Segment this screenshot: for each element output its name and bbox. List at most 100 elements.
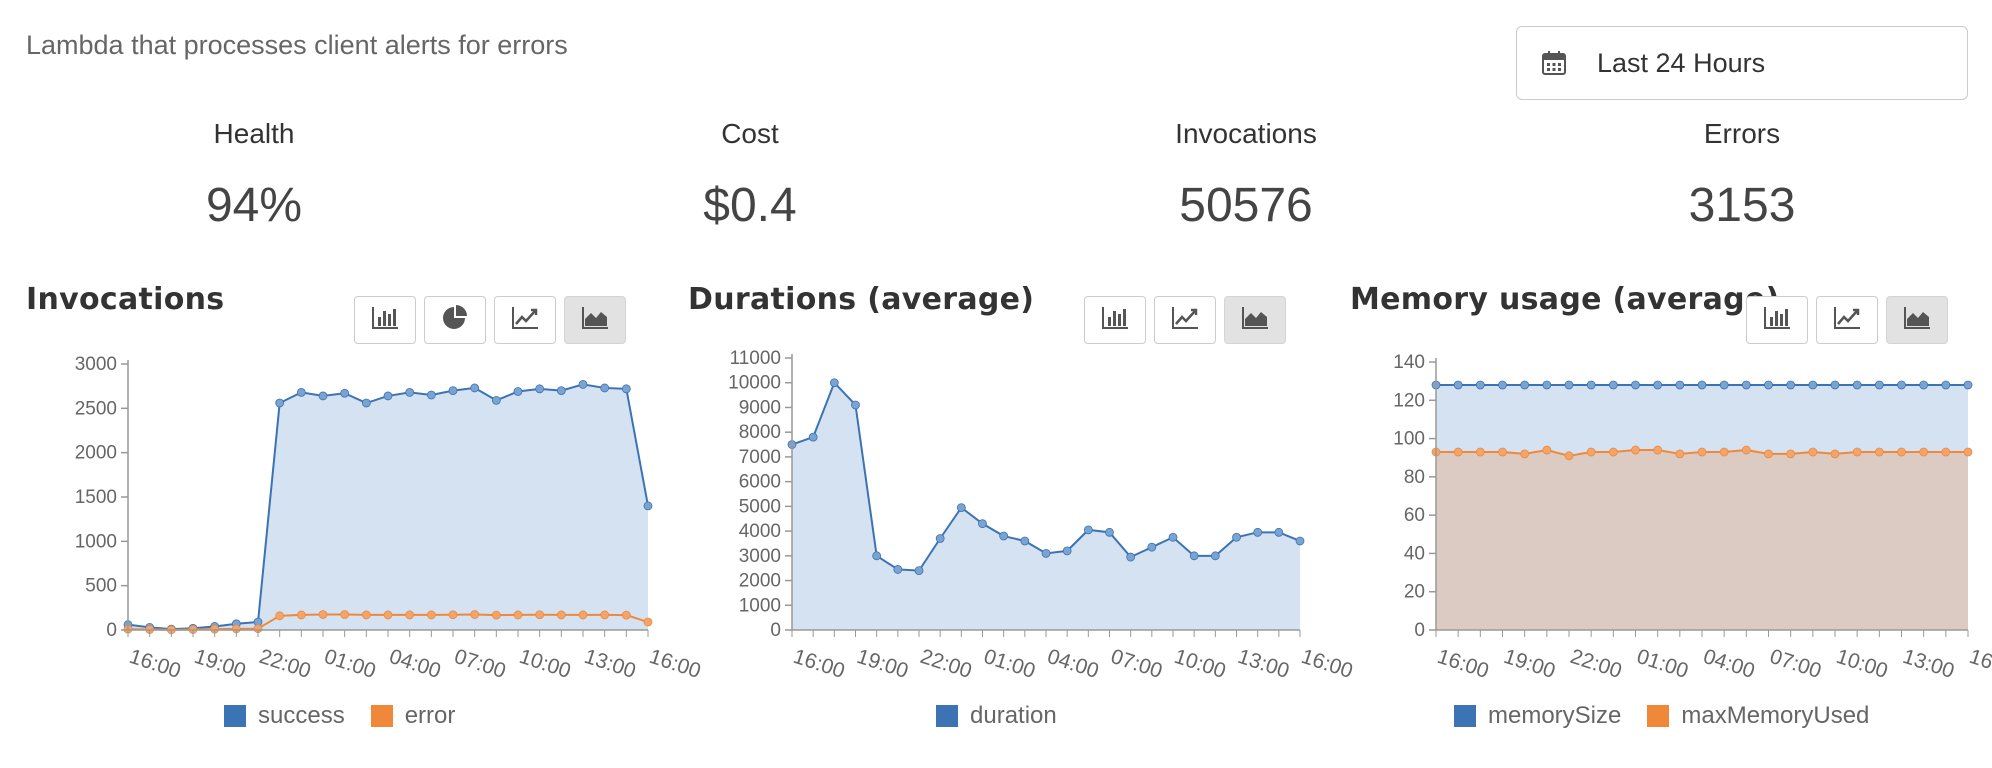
- data-point-error[interactable]: [578, 610, 588, 620]
- data-point-memorySize[interactable]: [1808, 380, 1818, 390]
- data-point-maxMemoryUsed[interactable]: [1764, 449, 1773, 459]
- data-point-memorySize[interactable]: [1830, 380, 1840, 390]
- data-point-memorySize[interactable]: [1963, 380, 1973, 390]
- data-point-maxMemoryUsed[interactable]: [1830, 449, 1840, 459]
- legend-item-success[interactable]: success: [224, 702, 345, 730]
- data-point-duration[interactable]: [1062, 546, 1072, 556]
- data-point-memorySize[interactable]: [1675, 380, 1685, 390]
- data-point-success[interactable]: [470, 383, 480, 393]
- data-point-success[interactable]: [643, 501, 653, 511]
- data-point-memorySize[interactable]: [1786, 380, 1796, 390]
- data-point-maxMemoryUsed[interactable]: [1564, 451, 1574, 461]
- data-point-memorySize[interactable]: [1498, 380, 1507, 390]
- data-point-maxMemoryUsed[interactable]: [1919, 447, 1929, 457]
- data-point-duration[interactable]: [808, 432, 818, 442]
- data-point-duration[interactable]: [1020, 536, 1030, 546]
- data-point-memorySize[interactable]: [1564, 380, 1574, 390]
- area-chart-button[interactable]: [564, 296, 626, 344]
- data-point-duration[interactable]: [872, 551, 882, 561]
- data-point-success[interactable]: [296, 387, 306, 397]
- data-point-memorySize[interactable]: [1475, 380, 1485, 390]
- data-point-duration[interactable]: [851, 400, 860, 410]
- area-chart-button[interactable]: [1224, 296, 1286, 344]
- data-point-error[interactable]: [643, 617, 653, 627]
- data-point-duration[interactable]: [956, 503, 966, 513]
- data-point-duration[interactable]: [1126, 552, 1136, 562]
- data-point-memorySize[interactable]: [1941, 380, 1951, 390]
- data-point-maxMemoryUsed[interactable]: [1897, 447, 1906, 457]
- data-point-duration[interactable]: [829, 378, 839, 388]
- data-point-duration[interactable]: [1041, 548, 1051, 558]
- data-point-error[interactable]: [621, 610, 631, 620]
- data-point-error[interactable]: [491, 610, 501, 620]
- data-point-duration[interactable]: [1168, 532, 1178, 542]
- data-point-error[interactable]: [318, 610, 328, 619]
- data-point-memorySize[interactable]: [1453, 380, 1463, 390]
- data-point-maxMemoryUsed[interactable]: [1741, 445, 1751, 455]
- data-point-duration[interactable]: [1147, 542, 1157, 552]
- data-point-duration[interactable]: [893, 565, 903, 574]
- data-point-success[interactable]: [513, 387, 523, 396]
- data-point-duration[interactable]: [1253, 527, 1263, 537]
- data-point-error[interactable]: [361, 610, 371, 620]
- bar-chart-button[interactable]: [1746, 296, 1808, 344]
- data-point-maxMemoryUsed[interactable]: [1653, 445, 1663, 455]
- data-point-maxMemoryUsed[interactable]: [1719, 447, 1729, 457]
- data-point-duration[interactable]: [1210, 551, 1220, 561]
- data-point-success[interactable]: [621, 384, 631, 394]
- area-chart-button[interactable]: [1886, 296, 1948, 344]
- data-point-duration[interactable]: [914, 566, 924, 576]
- data-point-success[interactable]: [578, 379, 588, 389]
- data-point-success[interactable]: [361, 398, 371, 408]
- data-point-success[interactable]: [426, 390, 436, 400]
- data-point-maxMemoryUsed[interactable]: [1586, 447, 1596, 457]
- data-point-memorySize[interactable]: [1764, 380, 1773, 390]
- data-point-maxMemoryUsed[interactable]: [1608, 447, 1618, 457]
- data-point-error[interactable]: [600, 610, 610, 620]
- data-point-error[interactable]: [470, 610, 480, 619]
- data-point-memorySize[interactable]: [1586, 380, 1596, 390]
- data-point-success[interactable]: [556, 386, 566, 395]
- data-point-error[interactable]: [535, 610, 545, 620]
- data-point-maxMemoryUsed[interactable]: [1852, 447, 1862, 457]
- data-point-error[interactable]: [513, 610, 523, 620]
- bar-chart-button[interactable]: [354, 296, 416, 344]
- data-point-duration[interactable]: [1083, 525, 1093, 535]
- legend-item-maxmemoryused[interactable]: maxMemoryUsed: [1647, 702, 1869, 730]
- data-point-maxMemoryUsed[interactable]: [1963, 447, 1973, 457]
- data-point-success[interactable]: [448, 386, 458, 395]
- data-point-duration[interactable]: [1295, 536, 1305, 546]
- data-point-memorySize[interactable]: [1741, 380, 1751, 390]
- data-point-maxMemoryUsed[interactable]: [1520, 449, 1530, 459]
- data-point-maxMemoryUsed[interactable]: [1675, 449, 1685, 459]
- time-range-button[interactable]: Last 24 Hours: [1516, 26, 1968, 100]
- data-point-maxMemoryUsed[interactable]: [1475, 447, 1485, 457]
- data-point-error[interactable]: [340, 610, 350, 619]
- data-point-memorySize[interactable]: [1897, 380, 1906, 390]
- data-point-success[interactable]: [340, 388, 350, 398]
- data-point-error[interactable]: [296, 610, 306, 620]
- line-chart-button[interactable]: [1154, 296, 1216, 344]
- data-point-success[interactable]: [405, 387, 415, 397]
- data-point-memorySize[interactable]: [1631, 380, 1640, 390]
- data-point-error[interactable]: [383, 610, 393, 620]
- data-point-memorySize[interactable]: [1542, 380, 1552, 390]
- data-point-duration[interactable]: [1232, 532, 1241, 542]
- data-point-maxMemoryUsed[interactable]: [1542, 445, 1552, 455]
- data-point-error[interactable]: [405, 610, 415, 620]
- data-point-memorySize[interactable]: [1852, 380, 1862, 390]
- data-point-duration[interactable]: [1105, 527, 1114, 537]
- pie-chart-button[interactable]: [424, 296, 486, 344]
- data-point-memorySize[interactable]: [1719, 380, 1729, 390]
- data-point-memorySize[interactable]: [1697, 380, 1707, 390]
- data-point-success[interactable]: [383, 391, 393, 401]
- data-point-duration[interactable]: [978, 519, 987, 529]
- bar-chart-button[interactable]: [1084, 296, 1146, 344]
- legend-item-error[interactable]: error: [370, 702, 455, 730]
- data-point-error[interactable]: [448, 610, 458, 620]
- data-point-maxMemoryUsed[interactable]: [1941, 447, 1951, 457]
- data-point-success[interactable]: [491, 395, 501, 405]
- legend-item-memorysize[interactable]: memorySize: [1454, 702, 1621, 730]
- data-point-memorySize[interactable]: [1653, 380, 1663, 390]
- data-point-error[interactable]: [426, 610, 436, 620]
